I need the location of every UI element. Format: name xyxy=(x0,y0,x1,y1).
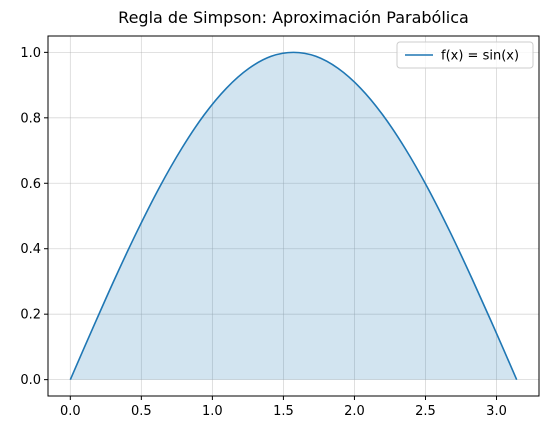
y-tick-label: 0.6 xyxy=(20,177,41,192)
y-tick-label: 1.0 xyxy=(20,46,41,61)
x-tick-label: 1.0 xyxy=(202,404,223,419)
plot-frame xyxy=(47,35,540,397)
x-tick-label: 1.5 xyxy=(273,404,294,419)
y-tick-label: 0.0 xyxy=(20,373,41,388)
legend-box xyxy=(396,41,534,69)
x-tick-label: 2.5 xyxy=(415,404,436,419)
series-line-sin xyxy=(69,51,518,380)
legend-label: f(x) = sin(x) xyxy=(441,49,519,64)
y-tick-label: 0.8 xyxy=(20,111,41,126)
x-tick-label: 2.0 xyxy=(344,404,365,419)
x-tick-label: 0.5 xyxy=(131,404,152,419)
x-tick-label: 3.0 xyxy=(486,404,507,419)
y-axis: 0.0 0.2 0.4 0.6 0.8 1.0 xyxy=(20,46,48,388)
area-fill-under-curve xyxy=(70,52,517,380)
chart-title: Regla de Simpson: Aproximación Parabólic… xyxy=(118,8,469,27)
y-tick-label: 0.2 xyxy=(20,308,41,323)
y-tick-label: 0.4 xyxy=(20,242,41,257)
x-tick-label: 0.0 xyxy=(60,404,81,419)
legend: f(x) = sin(x) xyxy=(396,41,534,69)
x-axis: 0.0 0.5 1.0 1.5 2.0 2.5 3.0 xyxy=(60,396,507,419)
